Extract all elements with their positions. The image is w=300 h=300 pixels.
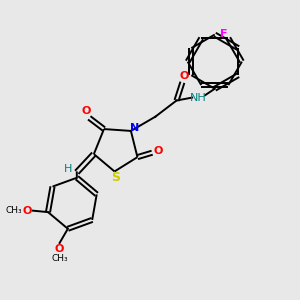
Text: S: S [112,171,121,184]
Text: O: O [55,244,64,254]
Text: O: O [154,146,163,156]
Text: H: H [64,164,73,174]
Text: F: F [220,29,227,39]
Text: O: O [81,106,90,116]
Text: CH₃: CH₃ [6,206,22,215]
Text: O: O [179,71,188,81]
Text: NH: NH [190,93,207,103]
Text: O: O [23,206,32,216]
Text: CH₃: CH₃ [51,254,68,263]
Text: N: N [130,123,139,133]
